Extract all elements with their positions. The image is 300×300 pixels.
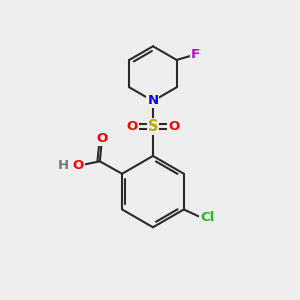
Text: N: N [147,94,158,107]
Text: O: O [127,120,138,133]
Text: O: O [73,159,84,172]
Text: F: F [190,48,200,61]
Text: O: O [97,132,108,145]
Text: O: O [168,120,179,133]
Text: Cl: Cl [200,211,214,224]
Text: H: H [58,159,69,172]
Text: S: S [148,119,158,134]
